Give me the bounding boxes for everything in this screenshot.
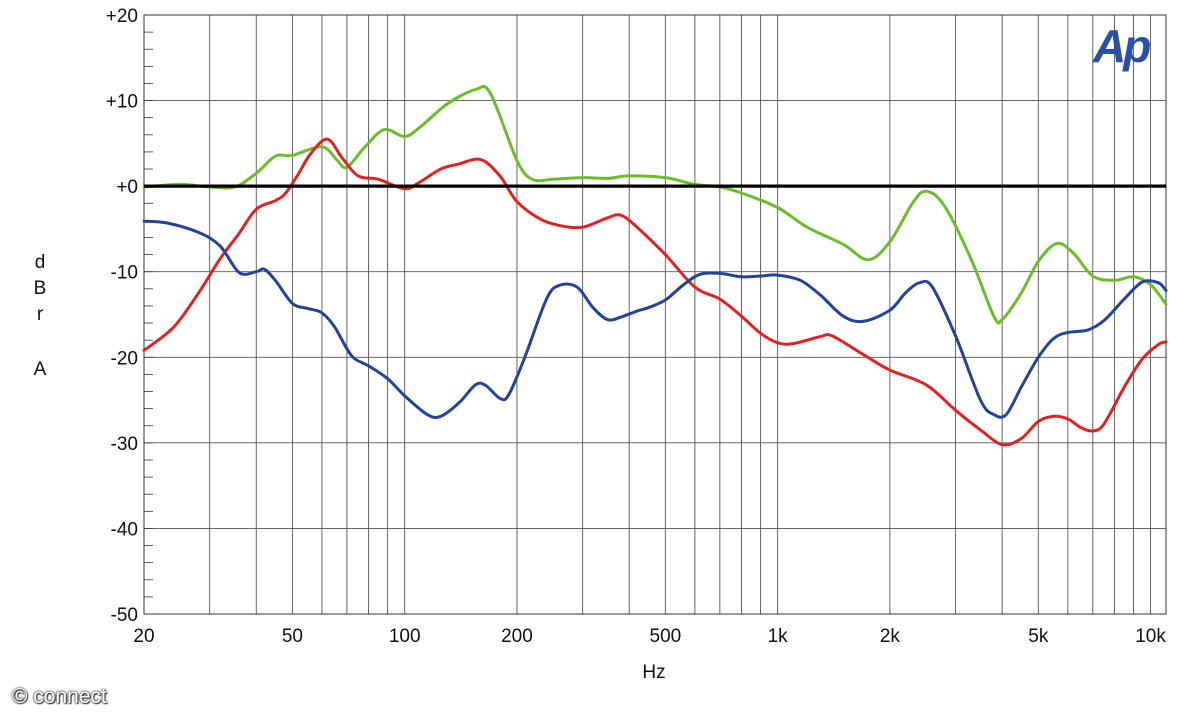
y-axis-label-letter: d: [35, 252, 46, 273]
grid: [143, 14, 1167, 615]
series-line: [142, 219, 1168, 420]
x-tick-label: 2k: [880, 626, 901, 647]
y-axis-label-letter: B: [34, 278, 47, 299]
y-tick-label: -40: [111, 519, 138, 540]
x-tick-label: 500: [650, 626, 682, 647]
y-tick-label: -10: [111, 263, 138, 284]
y-tick-label: -30: [111, 434, 138, 455]
series-line: [142, 137, 1168, 447]
x-tick-label: 10k: [1135, 626, 1166, 647]
x-tick-label: 5k: [1028, 626, 1049, 647]
plot-frame: [143, 14, 1167, 615]
y-tick-label: +0: [116, 177, 138, 198]
y-tick-label: +10: [106, 92, 138, 113]
ap-logo: Ap: [1092, 20, 1150, 72]
y-tick-label: -20: [111, 348, 138, 369]
series-line: [142, 85, 1168, 325]
y-tick-label: -50: [111, 605, 138, 626]
y-axis-label: dBr A: [34, 252, 47, 380]
copyright-notice: © connect: [12, 685, 107, 708]
y-tick-label: +20: [106, 6, 138, 27]
x-tick-label: 1k: [768, 626, 789, 647]
x-tick-label: 100: [389, 626, 421, 647]
series-lines: [142, 85, 1168, 447]
x-tick-label: 50: [282, 626, 303, 647]
y-axis-label-letter: A: [34, 359, 47, 380]
x-tick-label: 200: [501, 626, 533, 647]
x-tick-label: 20: [133, 626, 154, 647]
y-axis-label-letter: r: [37, 304, 44, 325]
x-axis-label: Hz: [642, 662, 665, 683]
